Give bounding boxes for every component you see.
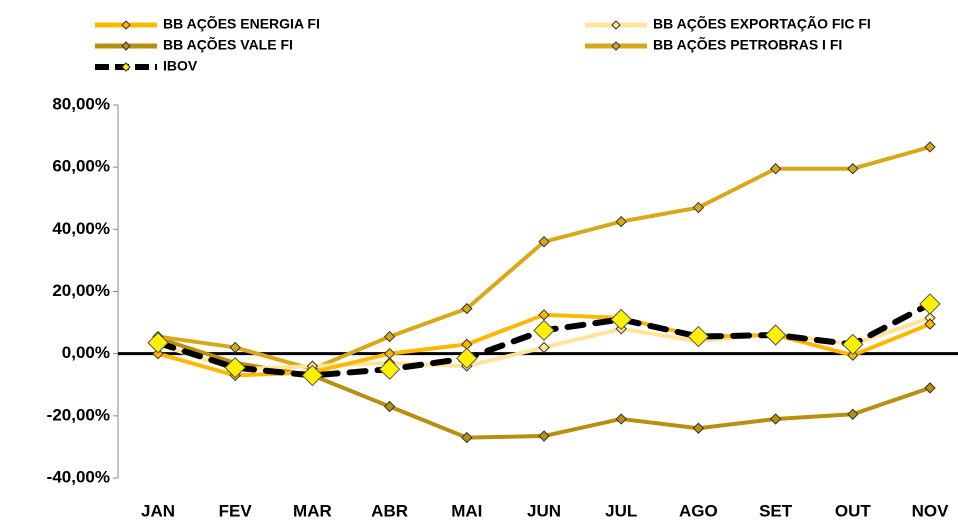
point-marker — [847, 408, 859, 420]
legend-label: BB AÇÕES VALE FI — [163, 36, 293, 53]
y-tick-label: 20,00% — [52, 281, 110, 300]
x-tick-label: MAI — [451, 501, 482, 520]
x-tick-label: OUT — [835, 501, 872, 520]
point-marker — [538, 309, 550, 321]
point-marker — [301, 364, 324, 387]
legend-label: BB AÇÕES ENERGIA FI — [163, 15, 320, 32]
x-tick-label: JUL — [605, 501, 637, 520]
point-marker — [456, 347, 478, 370]
point-marker — [538, 430, 550, 442]
point-marker — [383, 347, 396, 360]
point-marker — [615, 215, 627, 228]
y-tick-label: 0,00% — [62, 343, 110, 362]
y-tick-label: 60,00% — [52, 157, 110, 176]
point-marker — [610, 308, 632, 331]
point-marker — [924, 382, 936, 394]
x-tick-label: JUN — [527, 501, 561, 520]
point-marker — [847, 349, 859, 361]
point-marker — [687, 325, 710, 348]
point-marker — [764, 324, 787, 346]
point-marker — [383, 330, 396, 343]
point-marker — [378, 358, 401, 380]
point-marker — [769, 163, 782, 175]
y-tick-label: -40,00% — [47, 467, 110, 486]
legend-marker — [611, 20, 621, 30]
point-marker — [924, 318, 936, 330]
point-marker — [533, 319, 555, 342]
point-marker — [769, 413, 782, 425]
legend-label: IBOV — [163, 58, 198, 74]
legend-marker — [121, 20, 131, 30]
x-tick-label: SET — [759, 501, 793, 520]
point-marker — [152, 347, 164, 360]
point-marker — [224, 356, 246, 379]
legend: BB AÇÕES ENERGIA FI BB AÇÕES EXPORTAÇÃO F… — [95, 15, 871, 74]
point-marker — [461, 302, 473, 315]
y-tick-label: 80,00% — [52, 94, 110, 113]
point-marker — [229, 341, 241, 354]
x-tick-label: JAN — [141, 501, 175, 520]
x-tick-label: MAR — [293, 501, 332, 520]
legend-label: BB AÇÕES PETROBRAS I FI — [653, 36, 842, 53]
point-marker — [692, 422, 705, 434]
legend-marker — [611, 41, 621, 51]
x-tick-label: NOV — [912, 501, 950, 520]
x-tick-label: FEV — [219, 501, 253, 520]
point-marker — [383, 400, 396, 413]
point-marker — [924, 141, 936, 153]
point-marker — [538, 236, 550, 248]
point-marker — [147, 332, 169, 354]
legend-marker — [121, 62, 131, 72]
x-tick-label: AGO — [679, 501, 718, 520]
legend-label: BB AÇÕES EXPORTAÇÃO FIC FI — [653, 15, 871, 32]
x-tick-label: ABR — [371, 501, 408, 520]
legend-marker — [121, 41, 131, 51]
point-marker — [615, 413, 627, 425]
point-marker — [538, 341, 550, 354]
point-marker — [919, 293, 941, 315]
y-tick-label: 40,00% — [52, 219, 110, 238]
point-marker — [847, 163, 859, 175]
point-marker — [461, 431, 473, 444]
point-marker — [692, 201, 705, 214]
point-marker — [842, 333, 864, 356]
y-tick-label: -20,00% — [47, 405, 110, 424]
